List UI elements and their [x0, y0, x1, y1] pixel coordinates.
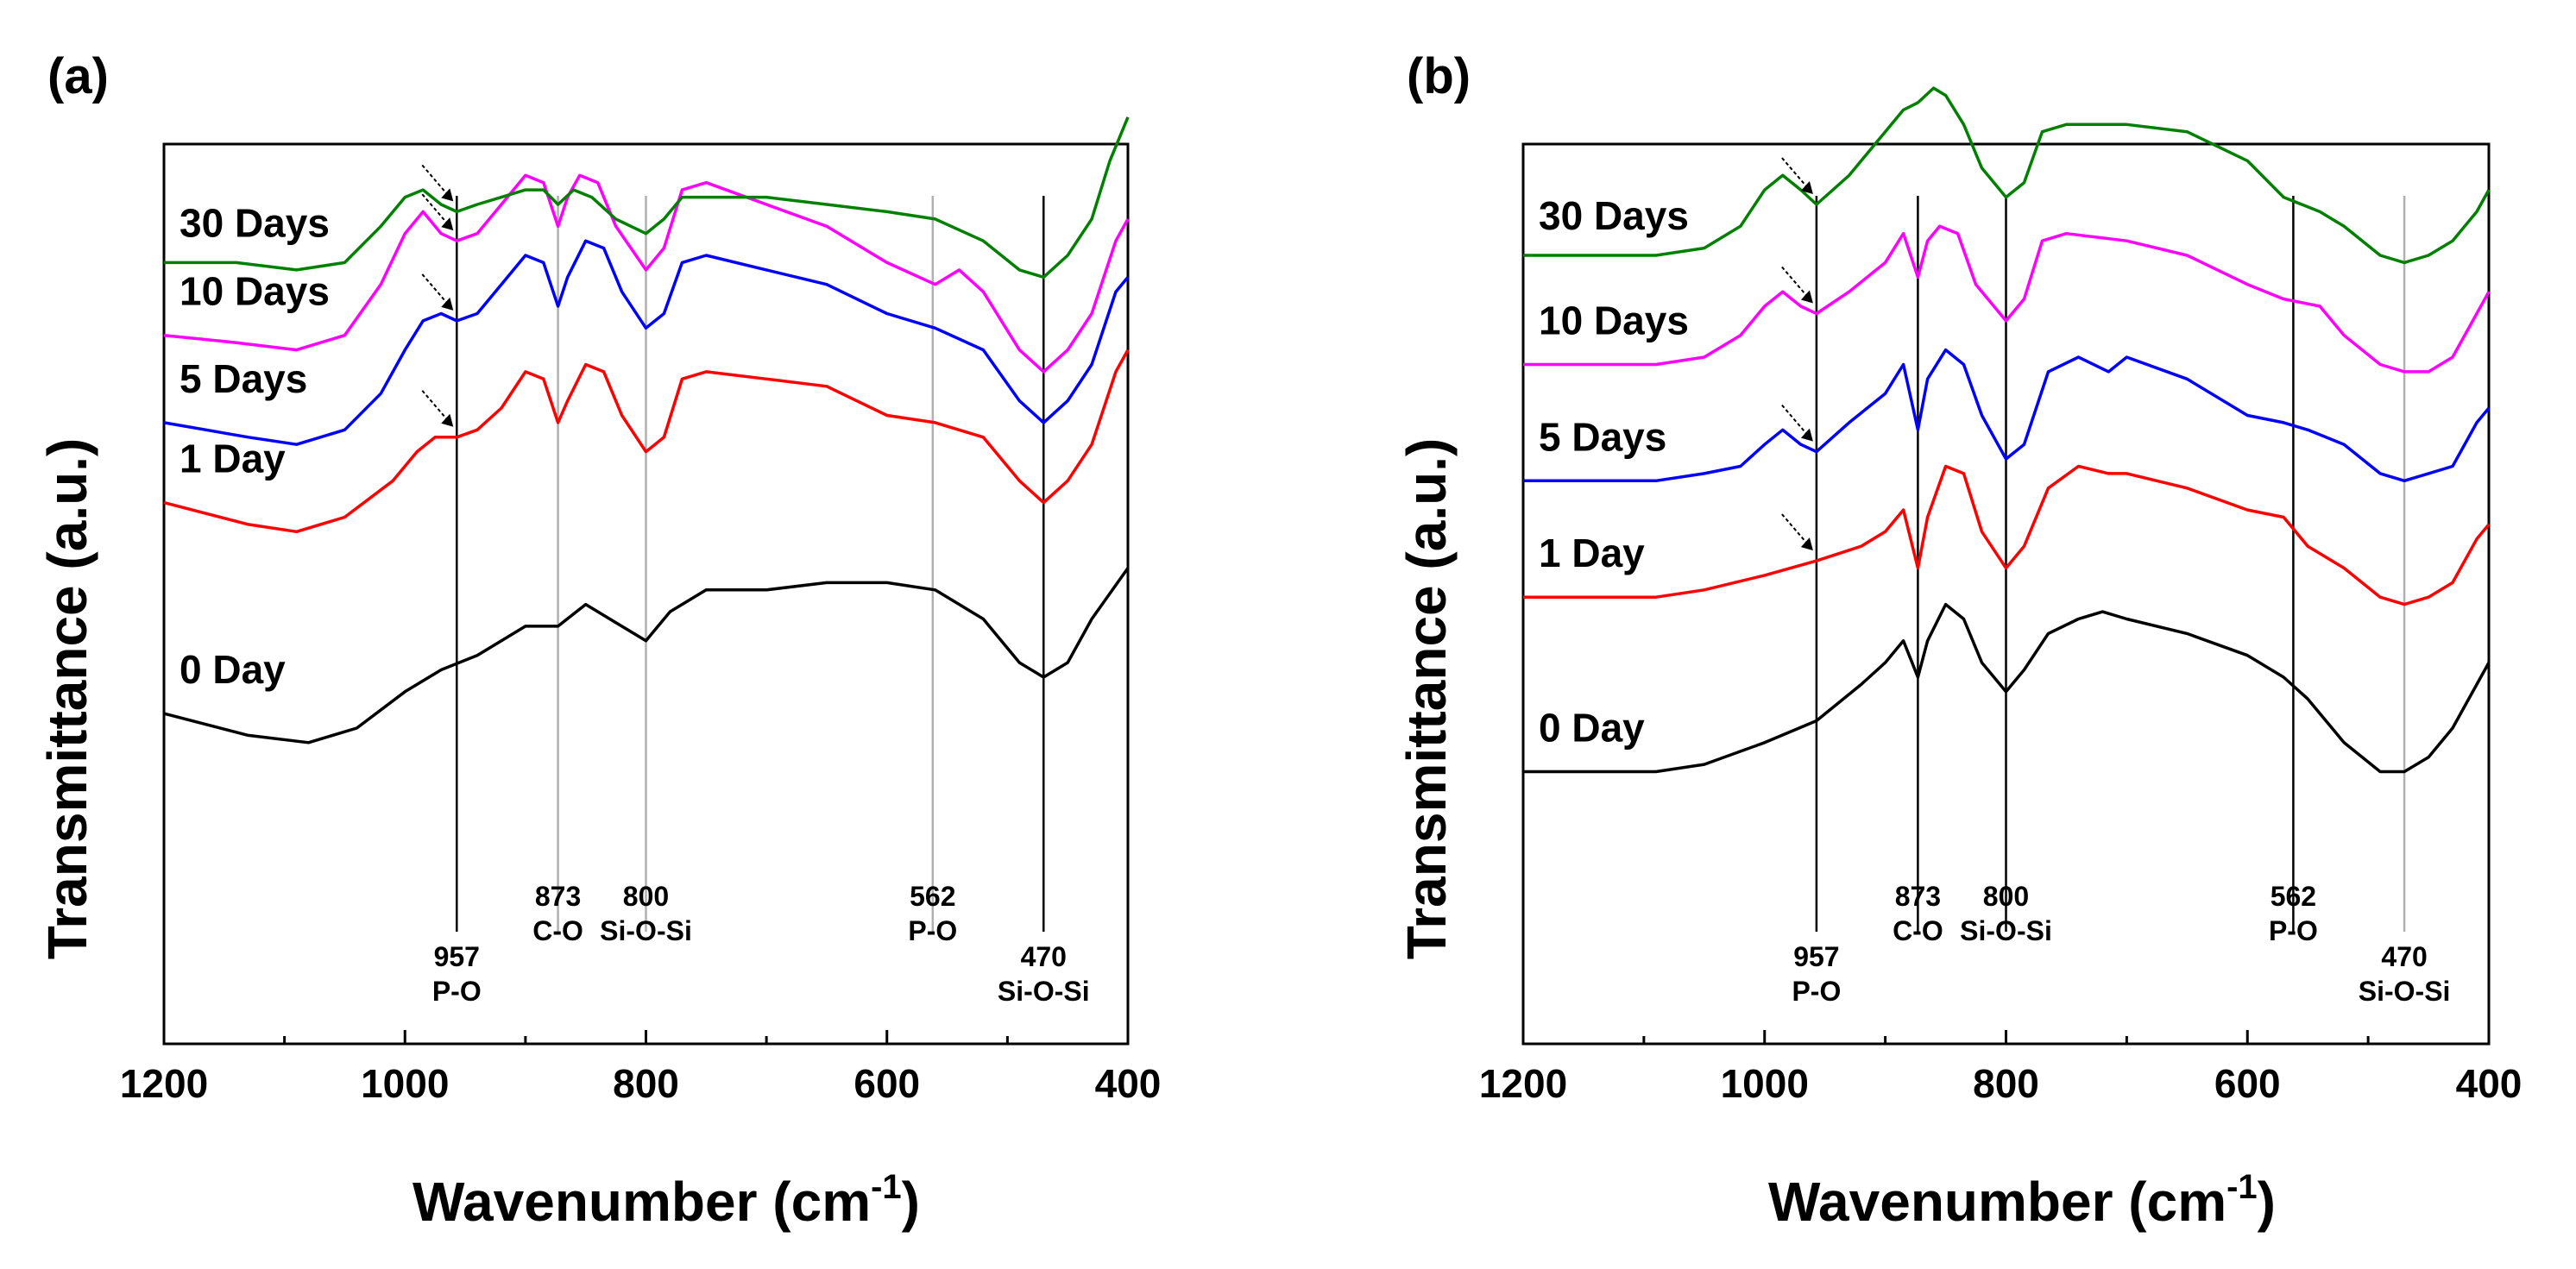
annotation-arrow	[1781, 404, 1814, 443]
x-tick-label: 800	[1973, 1061, 2039, 1106]
annotation-arrowhead	[441, 217, 454, 231]
series-line	[1523, 86, 2491, 265]
peak-wavenumber-label: 873	[535, 881, 581, 912]
series-line	[1523, 224, 2491, 374]
series-line	[164, 116, 1130, 280]
series-label: 5 Days	[180, 356, 307, 401]
y-axis-label-b: Transmittance (a.u.)	[1395, 438, 1458, 960]
x-tick-label: 1000	[1721, 1061, 1809, 1106]
annotation-arrow	[421, 273, 455, 311]
series-label: 10 Days	[1539, 298, 1689, 342]
annotation-arrowhead	[1800, 290, 1813, 304]
series-label: 30 Days	[180, 200, 330, 245]
peak-group-label: Si-O-Si	[2359, 976, 2451, 1007]
series-label: 0 Day	[1539, 706, 1645, 751]
annotation-arrow	[421, 164, 455, 203]
series-label: 30 Days	[1539, 193, 1689, 238]
series-line	[163, 173, 1130, 374]
peak-wavenumber-label: 873	[1895, 881, 1941, 912]
x-tick-label: 1200	[120, 1061, 208, 1106]
peak-group-label: Si-O-Si	[600, 915, 692, 946]
annotation-arrow	[421, 390, 455, 428]
x-axis-label-a: Wavenumber (cm-1)	[413, 1168, 920, 1233]
peak-wavenumber-label: 957	[1793, 941, 1839, 972]
peak-wavenumber-label: 800	[1983, 881, 2029, 912]
peak-wavenumber-label: 800	[623, 881, 669, 912]
series-label: 5 Days	[1539, 414, 1666, 459]
series-label: 10 Days	[180, 269, 330, 314]
annotation-arrow	[1781, 513, 1814, 551]
peak-group-label: Si-O-Si	[998, 976, 1090, 1007]
x-tick-label: 400	[2456, 1061, 2522, 1106]
x-tick-label: 1200	[1479, 1061, 1567, 1106]
annotation-arrowhead	[1800, 537, 1813, 551]
peak-wavenumber-label: 957	[434, 941, 480, 972]
annotation-arrow	[421, 193, 455, 231]
x-tick-label: 600	[2214, 1061, 2281, 1106]
peak-wavenumber-label: 470	[1021, 941, 1067, 972]
annotation-arrowhead	[441, 297, 454, 311]
annotation-arrowhead	[1800, 181, 1813, 194]
x-tick-label: 600	[853, 1061, 920, 1106]
annotation-arrowhead	[441, 413, 454, 427]
peak-wavenumber-label: 470	[2381, 941, 2427, 972]
annotation-arrowhead	[441, 188, 454, 202]
x-tick-label: 1000	[361, 1061, 449, 1106]
series-line	[163, 567, 1130, 744]
peak-group-label: C-O	[532, 915, 583, 946]
panel-label-b: (b)	[1407, 48, 1471, 104]
peak-group-label: Si-O-Si	[1960, 915, 2052, 946]
series-line	[1523, 348, 2491, 483]
peak-wavenumber-label: 562	[2271, 881, 2316, 912]
panel-b: (b) Transmittance (a.u.) Wavenumber (cm-…	[1395, 48, 2522, 1233]
series-line	[1523, 464, 2491, 606]
plot-area-a: 1200 1000 800 600 400 0 Day 1 Day 5 Days 10 Days…	[120, 116, 1162, 1106]
peak-wavenumber-label: 562	[910, 881, 955, 912]
x-tick-label: 400	[1095, 1061, 1162, 1106]
panel-a: (a) Transmittance (a.u.) Wavenumber (cm-…	[36, 48, 1161, 1233]
peak-group-label: C-O	[1893, 915, 1943, 946]
annotation-arrow	[1781, 157, 1814, 195]
y-axis-label-a: Transmittance (a.u.)	[36, 438, 98, 960]
peak-group-label: P-O	[1792, 976, 1841, 1007]
x-tick-label: 800	[613, 1061, 679, 1106]
plot-area-b: 1200 1000 800 600 400 0 Day 1 Day 5 Days 10 Days…	[1479, 86, 2522, 1106]
x-axis-label-b: Wavenumber (cm-1)	[1768, 1168, 2276, 1233]
series-line	[1523, 602, 2491, 774]
peak-group-label: P-O	[908, 915, 957, 946]
annotation-arrow	[1781, 266, 1814, 305]
panel-label-a: (a)	[47, 48, 109, 104]
series-line	[163, 239, 1130, 446]
series-label: 1 Day	[180, 437, 286, 481]
series-line	[163, 349, 1130, 534]
series-label: 0 Day	[180, 647, 286, 692]
annotation-arrowhead	[1800, 428, 1813, 442]
peak-group-label: P-O	[2269, 915, 2318, 946]
series-label: 1 Day	[1539, 531, 1645, 575]
peak-group-label: P-O	[432, 976, 482, 1007]
